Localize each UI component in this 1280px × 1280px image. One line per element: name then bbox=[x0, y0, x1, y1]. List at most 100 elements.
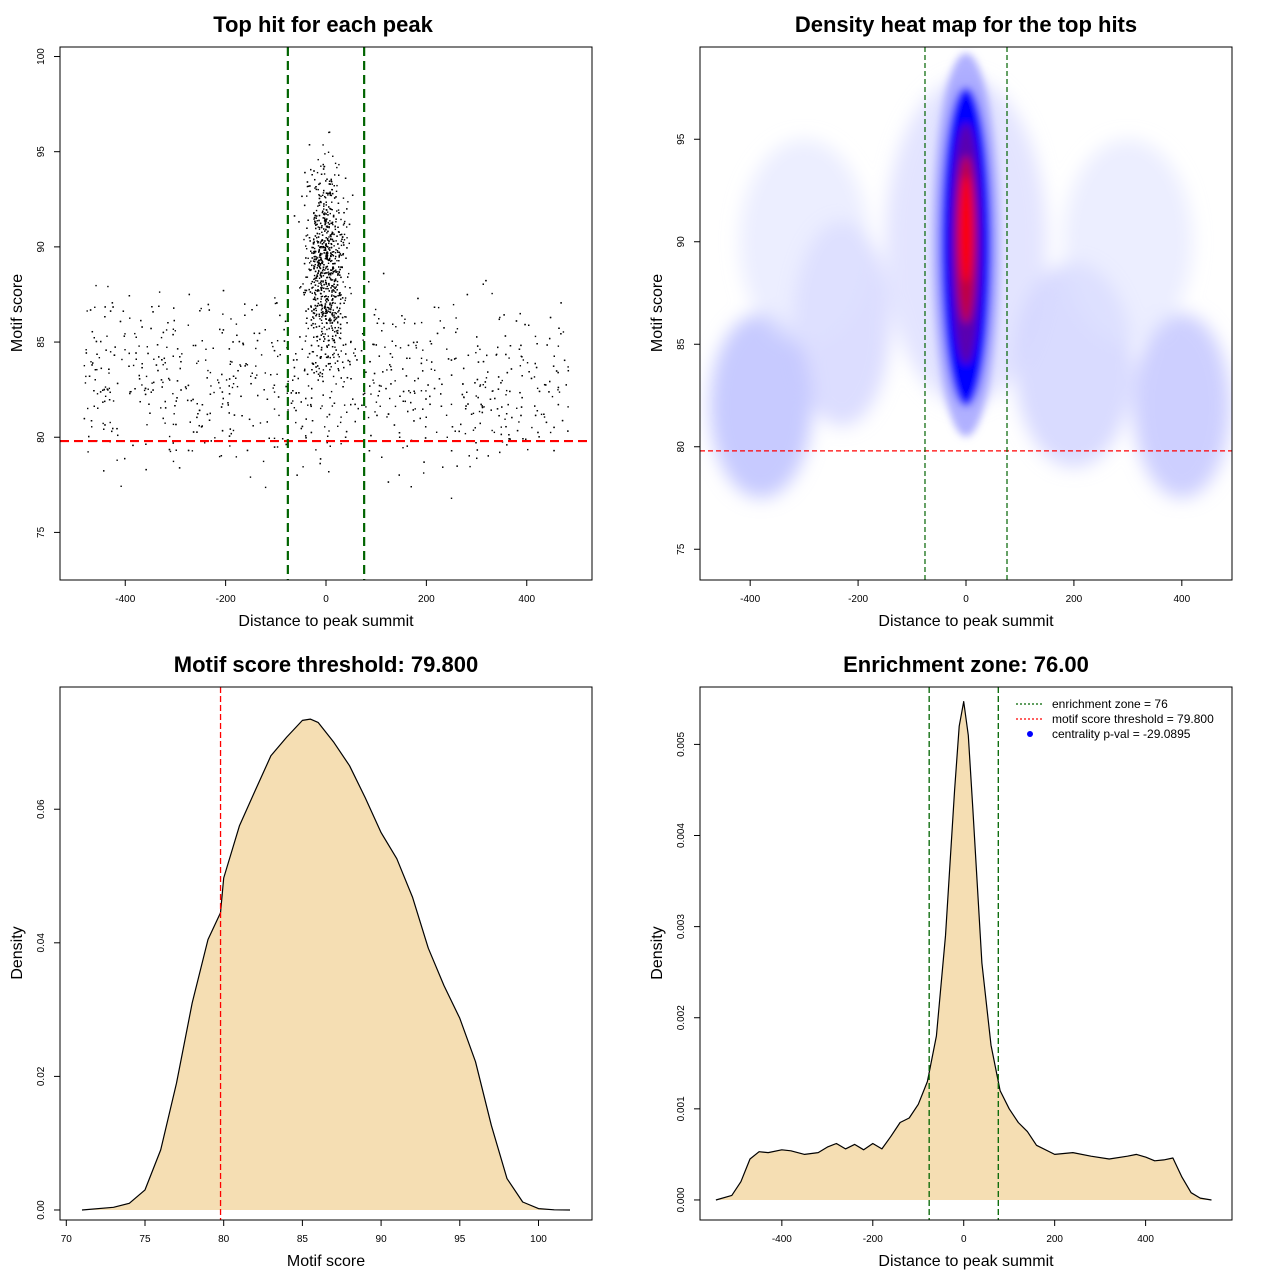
data-point bbox=[318, 270, 320, 272]
data-point bbox=[464, 408, 467, 410]
data-point bbox=[455, 357, 457, 359]
data-point bbox=[109, 421, 111, 424]
data-point bbox=[328, 318, 331, 321]
y-axis-label: Motif score bbox=[649, 274, 666, 352]
data-point bbox=[236, 385, 239, 388]
data-point bbox=[97, 407, 99, 409]
data-point bbox=[429, 340, 432, 343]
data-point bbox=[310, 260, 312, 262]
data-point bbox=[476, 336, 478, 338]
data-point bbox=[196, 431, 198, 433]
data-point bbox=[318, 228, 321, 230]
data-point bbox=[536, 387, 539, 390]
data-point bbox=[331, 289, 333, 292]
data-point bbox=[129, 392, 131, 395]
data-point bbox=[222, 313, 224, 315]
data-point bbox=[208, 419, 211, 421]
data-point bbox=[122, 310, 125, 312]
data-point bbox=[281, 438, 284, 440]
data-point bbox=[176, 397, 178, 399]
data-point bbox=[332, 255, 335, 257]
data-point bbox=[520, 414, 522, 417]
density-blob bbox=[1133, 313, 1231, 498]
data-point bbox=[320, 201, 322, 204]
data-point bbox=[210, 385, 212, 387]
data-point bbox=[341, 266, 343, 268]
data-point bbox=[465, 405, 467, 407]
data-point bbox=[315, 336, 318, 338]
data-point bbox=[340, 276, 342, 279]
data-point bbox=[320, 349, 323, 351]
data-point bbox=[319, 263, 322, 265]
data-point bbox=[332, 263, 334, 265]
data-point bbox=[320, 346, 323, 349]
data-point bbox=[516, 429, 519, 432]
data-point bbox=[268, 437, 270, 440]
data-point bbox=[232, 383, 235, 385]
data-point bbox=[256, 339, 259, 342]
data-point bbox=[306, 181, 309, 183]
data-point bbox=[232, 429, 235, 432]
data-point bbox=[144, 387, 147, 390]
data-point bbox=[387, 481, 390, 483]
data-point bbox=[378, 318, 380, 320]
data-point bbox=[345, 226, 348, 228]
data-point bbox=[315, 256, 318, 258]
data-point bbox=[336, 280, 339, 283]
data-point bbox=[305, 289, 308, 292]
data-point bbox=[91, 364, 93, 366]
data-point bbox=[344, 220, 346, 223]
data-point bbox=[500, 382, 502, 384]
data-point bbox=[329, 308, 332, 311]
data-point bbox=[333, 352, 335, 355]
data-point bbox=[283, 328, 285, 331]
data-point bbox=[325, 310, 327, 313]
data-point bbox=[324, 246, 327, 248]
data-point bbox=[332, 329, 334, 331]
data-point bbox=[375, 344, 378, 346]
data-point bbox=[325, 201, 327, 203]
data-point bbox=[321, 313, 324, 316]
data-point bbox=[382, 322, 385, 325]
data-point bbox=[385, 387, 387, 390]
data-point bbox=[315, 237, 318, 239]
data-point bbox=[373, 314, 376, 316]
data-point bbox=[228, 378, 231, 380]
data-point bbox=[334, 291, 337, 293]
data-point bbox=[323, 217, 326, 219]
data-point bbox=[164, 422, 166, 424]
data-point bbox=[519, 391, 521, 394]
data-point bbox=[379, 405, 381, 407]
data-point bbox=[314, 252, 316, 254]
data-point bbox=[172, 460, 175, 463]
data-point bbox=[221, 391, 224, 393]
data-point bbox=[222, 289, 225, 292]
data-point bbox=[307, 385, 310, 387]
data-point bbox=[334, 225, 336, 227]
data-point bbox=[337, 209, 340, 211]
data-point bbox=[167, 377, 170, 380]
data-point bbox=[345, 353, 347, 355]
data-point bbox=[315, 366, 317, 368]
data-point bbox=[308, 288, 310, 291]
data-point bbox=[336, 184, 338, 187]
data-point bbox=[132, 444, 134, 447]
data-point bbox=[153, 358, 155, 360]
data-point bbox=[326, 306, 329, 309]
data-point bbox=[304, 368, 306, 371]
data-point bbox=[260, 354, 263, 356]
data-point bbox=[334, 362, 337, 364]
data-point bbox=[328, 226, 330, 229]
data-point bbox=[422, 472, 425, 474]
data-point bbox=[325, 251, 328, 254]
data-point bbox=[321, 269, 324, 272]
data-point bbox=[482, 283, 485, 285]
data-point bbox=[220, 406, 223, 408]
data-point bbox=[271, 342, 273, 344]
data-point bbox=[474, 382, 476, 384]
data-point bbox=[321, 285, 323, 287]
data-point bbox=[312, 246, 315, 249]
data-point bbox=[227, 404, 230, 406]
data-point bbox=[104, 395, 107, 398]
data-point bbox=[345, 257, 347, 259]
